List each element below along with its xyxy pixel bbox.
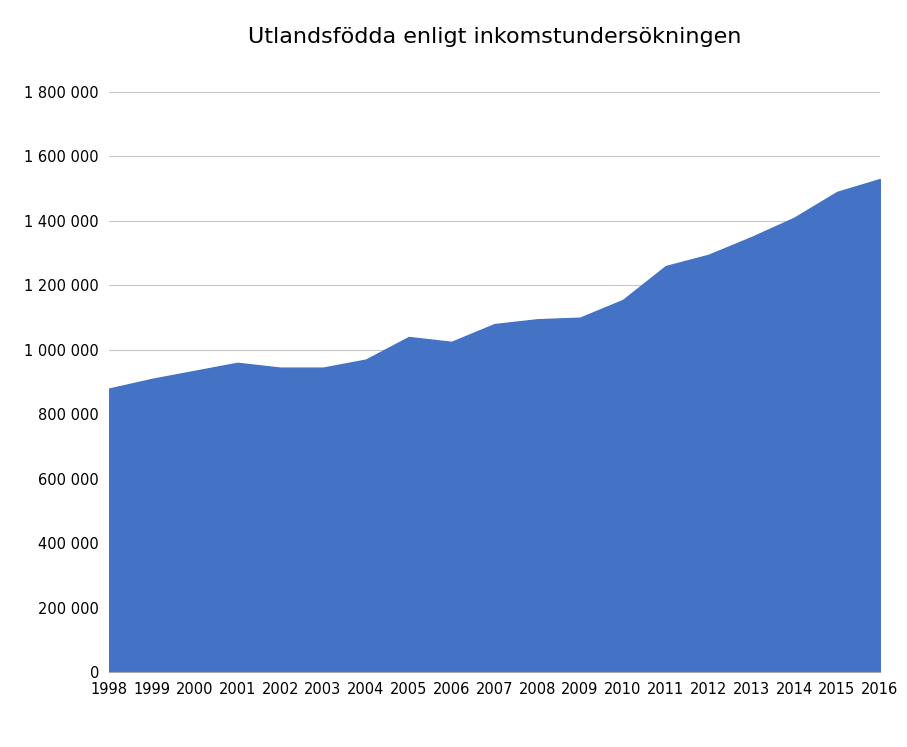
Title: Utlandsfödda enligt inkomstundersökningen: Utlandsfödda enligt inkomstundersökninge… xyxy=(248,27,741,47)
